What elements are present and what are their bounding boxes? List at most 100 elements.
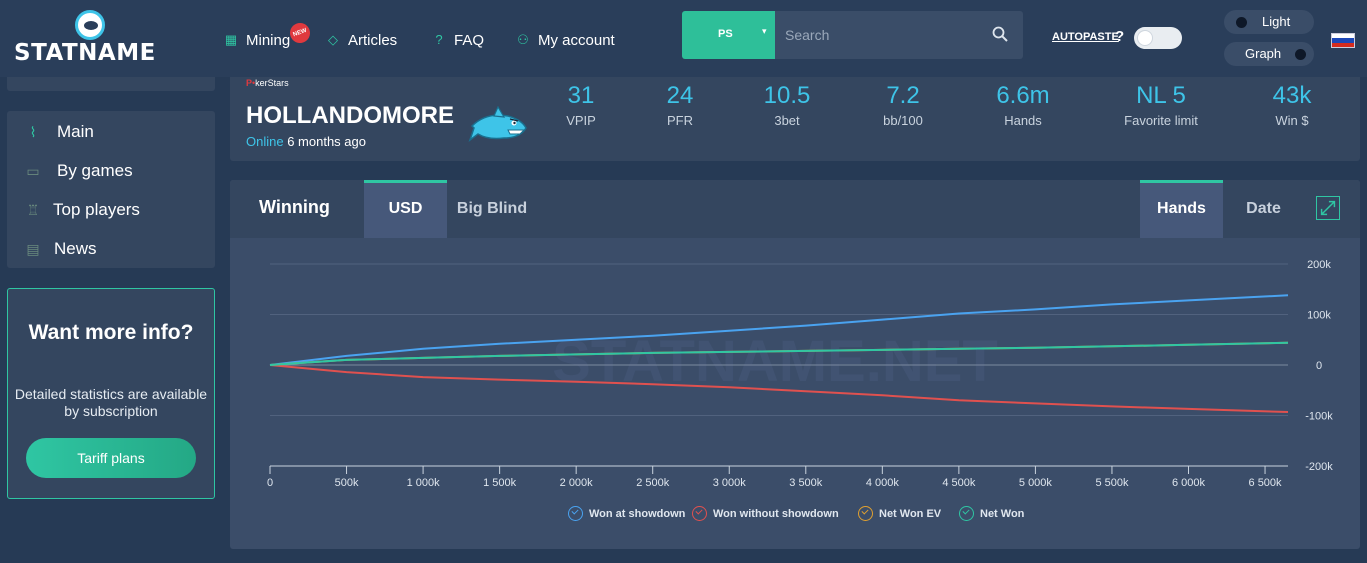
sidebar-item-by-games[interactable]: ▭ By games [7, 153, 215, 189]
theme-graph-toggle[interactable]: Graph [1224, 42, 1314, 66]
nav-articles[interactable]: ◇ Articles [326, 29, 397, 51]
check-circle-icon [692, 506, 707, 521]
room-select[interactable]: PS ▾ [682, 11, 775, 59]
stat-hands: 6.6m Hands [968, 82, 1078, 129]
legend-label: Won without showdown [713, 508, 839, 520]
user-icon: ⚇ [517, 32, 529, 47]
stat-win: 43k Win $ [1237, 82, 1347, 129]
logo-pin-icon [75, 10, 105, 40]
sidebar-top-panel [7, 77, 215, 91]
stat-label: bb/100 [883, 113, 923, 128]
pokerstars-logo: P•kerStars [246, 78, 289, 88]
y-tick-label: 200k [1307, 259, 1331, 271]
search-input[interactable] [785, 23, 975, 47]
player-status: Online 6 months ago [246, 134, 366, 149]
x-tick-label: 4 000k [866, 477, 900, 489]
nav-mining[interactable]: ▦ Mining NEW [224, 20, 313, 51]
stat-label: VPIP [566, 113, 596, 128]
russian-flag-icon[interactable] [1331, 33, 1355, 48]
stat-pfr: 24 PFR [625, 82, 735, 129]
chart-title: Winning [259, 197, 330, 217]
trophy-icon: ♖ [26, 202, 40, 218]
x-tick-label: 5 500k [1095, 477, 1129, 489]
autopaste-toggle[interactable] [1134, 27, 1182, 49]
expand-icon[interactable] [1316, 196, 1340, 220]
chart-watermark: STATNAME.NET [552, 329, 998, 394]
help-circle-icon: ? [435, 32, 443, 47]
search-box [775, 11, 1023, 59]
radio-dot-icon [1236, 17, 1247, 28]
x-tick-label: 6 000k [1172, 477, 1206, 489]
x-tick-label: 5 000k [1019, 477, 1053, 489]
x-tick-label: 2 000k [560, 477, 594, 489]
chart-header: Winning USD Big Blind Hands Date [230, 180, 1360, 238]
stat-value: 10.5 [763, 82, 811, 109]
theme-light-label: Light [1262, 14, 1291, 29]
logo-text: STATNAME [14, 40, 156, 66]
autopaste-help-icon[interactable]: ? [1115, 28, 1125, 45]
tab-big-blind[interactable]: Big Blind [456, 200, 528, 217]
status-online: Online [246, 134, 284, 149]
stat-value: 6.6m [996, 82, 1050, 109]
nav-mining-label: Mining [246, 31, 291, 49]
shark-avatar-icon [468, 106, 527, 143]
x-tick-label: 3 000k [713, 477, 747, 489]
x-tick-label: 6 500k [1249, 477, 1283, 489]
chevron-down-icon: ▾ [762, 26, 767, 36]
subscription-promo: Want more info? Detailed statistics are … [7, 288, 215, 499]
radio-dot-icon [1295, 49, 1306, 60]
statname-logo[interactable]: STATNAME [14, 10, 155, 68]
nav-faq-label: FAQ [454, 31, 485, 49]
y-tick-label: -200k [1305, 461, 1333, 473]
sidebar-item-label: Top players [53, 200, 140, 219]
sidebar-item-top-players[interactable]: ♖ Top players [7, 192, 215, 228]
x-tick-label: 0 [267, 477, 273, 489]
sidebar-item-label: Main [57, 122, 94, 141]
tab-usd[interactable]: USD [364, 180, 447, 238]
pulse-icon: ⌇ [29, 124, 37, 140]
gamepad-icon: ▭ [26, 163, 40, 179]
y-tick-label: -100k [1305, 411, 1333, 423]
stat-favorite-limit: NL 5 Favorite limit [1106, 82, 1216, 129]
sidebar-item-news[interactable]: ▤ News [7, 231, 215, 267]
theme-light-toggle[interactable]: Light [1224, 10, 1314, 34]
stat-bb100: 7.2 bb/100 [848, 82, 958, 129]
search-icon[interactable] [992, 26, 1008, 42]
stat-value: 7.2 [886, 82, 920, 109]
tariff-plans-button[interactable]: Tariff plans [26, 438, 196, 478]
stat-value: 43k [1272, 82, 1312, 109]
stat-label: Win $ [1275, 113, 1309, 128]
tab-date[interactable]: Date [1246, 200, 1281, 217]
stat-label: 3bet [774, 113, 800, 128]
stat-value: 24 [666, 82, 694, 109]
nav-account-label: My account [538, 31, 615, 49]
new-badge: NEW [287, 20, 313, 46]
autopaste-label[interactable]: AUTOPASTE [1052, 31, 1119, 43]
sidebar-menu: ⌇ Main ▭ By games ♖ Top players ▤ News [7, 111, 215, 268]
nav-faq[interactable]: ? FAQ [432, 29, 484, 51]
sidebar-item-label: News [54, 239, 97, 258]
status-time: 6 months ago [287, 134, 366, 149]
theme-graph-label: Graph [1245, 46, 1282, 61]
stat-label: Hands [1004, 113, 1042, 128]
stat-value: NL 5 [1136, 82, 1186, 109]
x-tick-label: 3 500k [789, 477, 823, 489]
winnings-line-chart: STATNAME.NET 200k 100k 0 -100k -200k 0 500k 1 … [267, 259, 1333, 489]
newspaper-icon: ▤ [26, 241, 40, 257]
x-tick-label: 2 500k [636, 477, 670, 489]
x-tick-label: 500k [335, 477, 359, 489]
sidebar-item-label: By games [57, 161, 133, 180]
room-prefix: P [246, 78, 253, 88]
stat-label: PFR [667, 113, 693, 128]
tab-hands[interactable]: Hands [1140, 180, 1223, 238]
sidebar-item-main[interactable]: ⌇ Main [7, 114, 215, 150]
stat-3bet: 10.5 3bet [732, 82, 842, 129]
check-circle-icon [568, 506, 583, 521]
room-select-value: PS [718, 28, 733, 40]
stat-vpip: 31 VPIP [526, 82, 636, 129]
y-tick-label: 0 [1316, 360, 1322, 372]
nav-my-account[interactable]: ⚇ My account [516, 29, 615, 51]
stat-value: 31 [567, 82, 595, 109]
chart-legend: Won at showdown Won without showdown Net W… [230, 505, 1360, 525]
series-line-won-without-showdown [269, 364, 1289, 413]
